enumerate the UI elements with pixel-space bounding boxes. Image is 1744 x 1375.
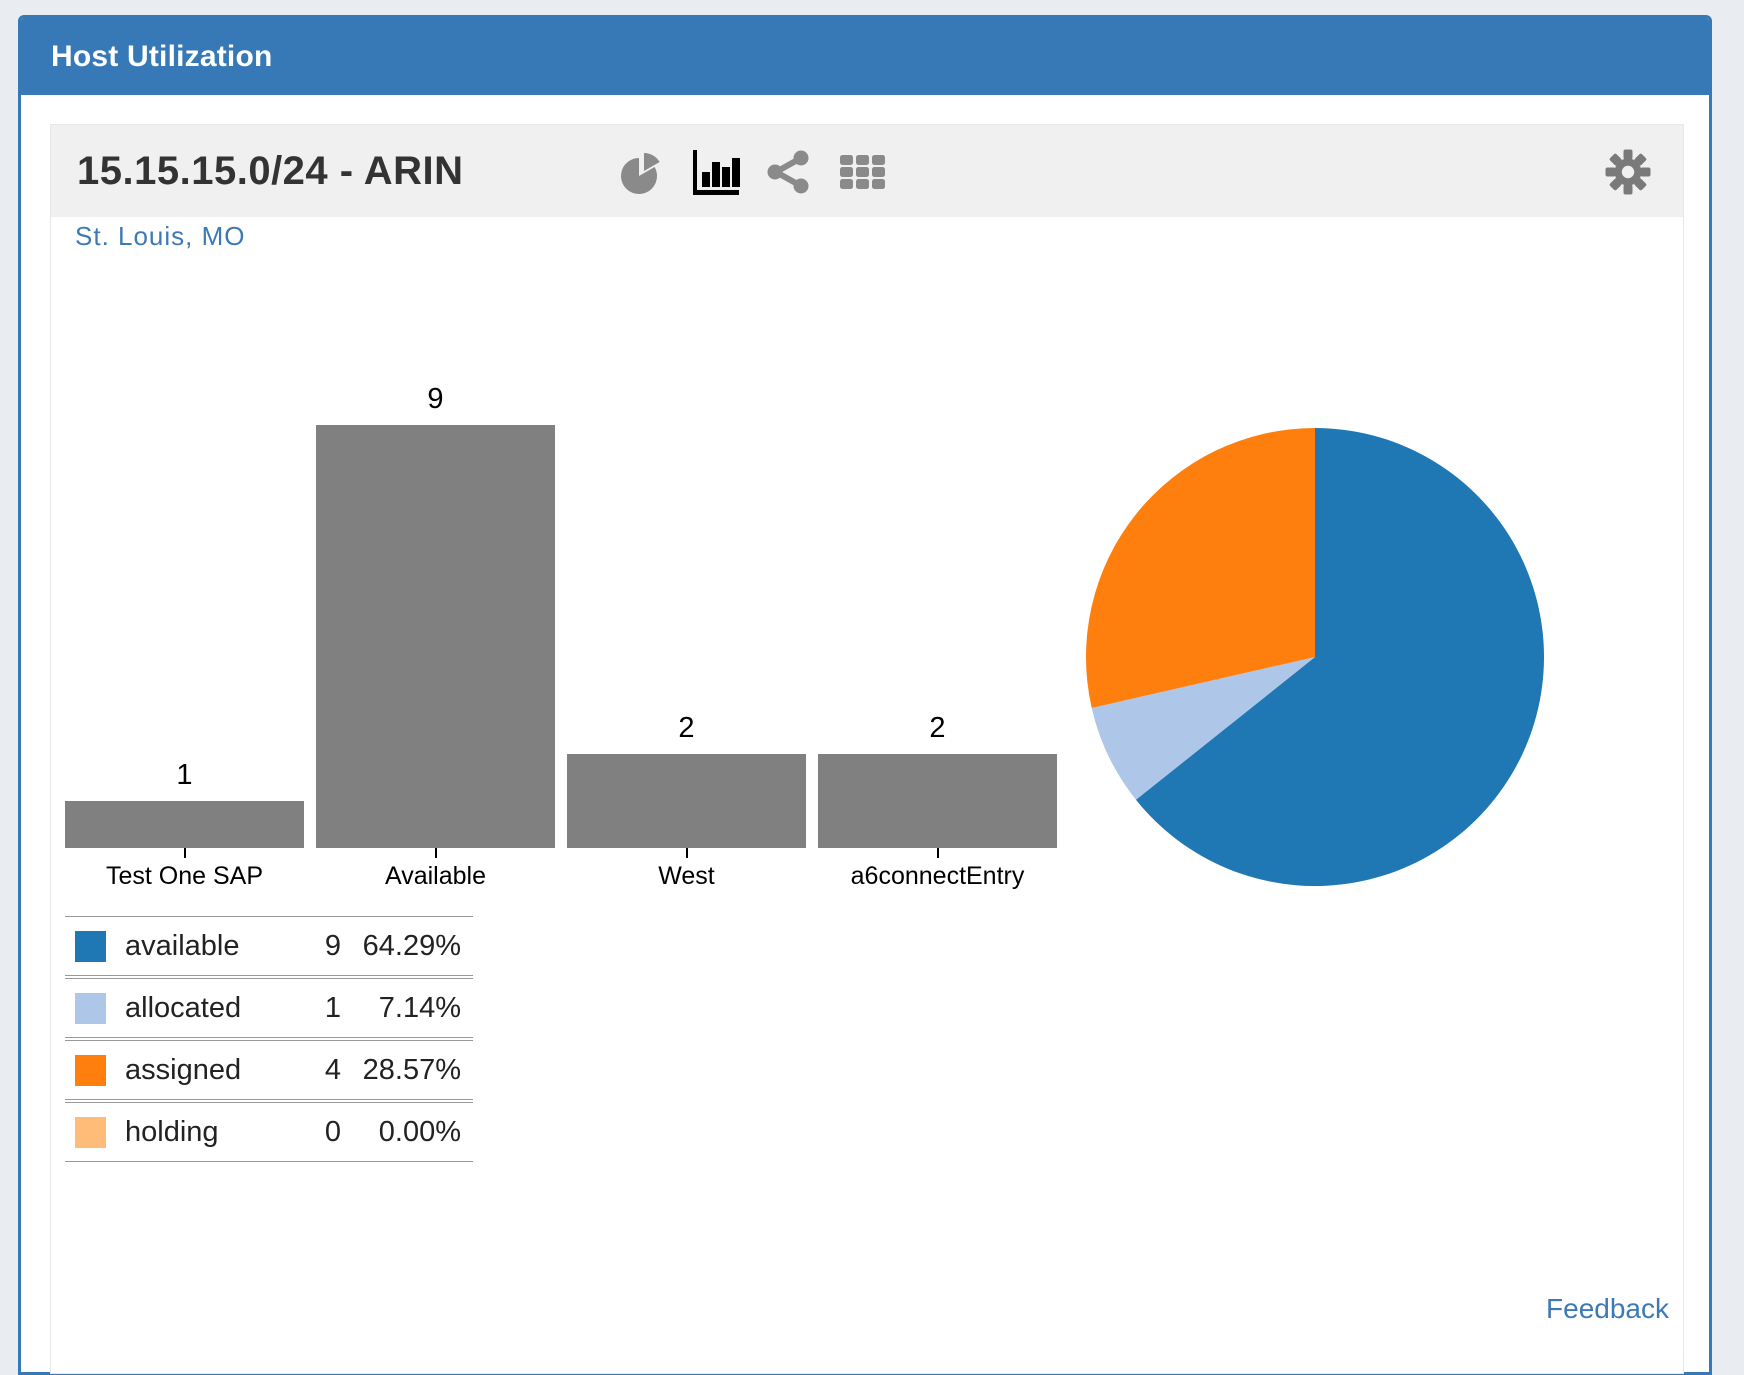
available-swatch xyxy=(75,930,106,962)
legend-row-assigned: assigned 4 28.57% xyxy=(65,1040,473,1100)
legend-count: 0 xyxy=(324,1115,341,1148)
pie-chart-icon[interactable] xyxy=(617,148,665,196)
feedback-link[interactable]: Feedback xyxy=(1546,1293,1669,1324)
legend-label: allocated xyxy=(125,991,242,1024)
legend-label: holding xyxy=(125,1115,219,1148)
chart-view-toolbar xyxy=(617,148,887,196)
bar-Available xyxy=(316,425,555,848)
legend-row-available: available 9 64.29% xyxy=(65,916,473,976)
bar-chart-icon[interactable] xyxy=(691,148,740,196)
legend-label: assigned xyxy=(125,1053,242,1086)
bar-value-label: 2 xyxy=(678,712,695,744)
x-axis-label: a6connectEntry xyxy=(850,862,1025,890)
location-link[interactable]: St. Louis, MO xyxy=(75,221,246,251)
utilization-widget: 15.15.15.0/24 - ARIN xyxy=(50,124,1684,1374)
x-axis-tick xyxy=(685,848,688,858)
pie-slice-allocated xyxy=(1091,657,1315,800)
host-utilization-panel: Host Utilization 15.15.15.0/24 - ARIN xyxy=(18,15,1712,1375)
widget-title: 15.15.15.0/24 - ARIN xyxy=(77,149,464,193)
bar-Test One SAP xyxy=(65,801,304,848)
x-axis-tick xyxy=(434,848,437,858)
bar-value-label: 2 xyxy=(929,712,946,744)
gear-icon[interactable] xyxy=(1605,149,1651,195)
holding-swatch xyxy=(75,1116,106,1148)
legend-row-allocated: allocated 1 7.14% xyxy=(65,978,473,1038)
x-axis-label: Test One SAP xyxy=(105,862,264,890)
legend-percent: 28.57% xyxy=(362,1053,461,1086)
x-axis-tick xyxy=(183,848,186,858)
legend-count: 9 xyxy=(324,929,341,962)
legend-percent: 64.29% xyxy=(362,929,461,962)
pie-slice-assigned xyxy=(1085,428,1315,708)
legend-label: available xyxy=(125,929,240,962)
share-icon[interactable] xyxy=(765,148,813,196)
legend-count: 4 xyxy=(324,1053,341,1086)
legend-row-holding: holding 0 0.00% xyxy=(65,1102,473,1162)
bar-West xyxy=(567,754,806,848)
x-axis-tick xyxy=(936,848,939,858)
bar-a6connectEntry xyxy=(818,754,1057,848)
bar-value-label: 1 xyxy=(176,759,193,791)
bar-value-label: 9 xyxy=(427,383,444,415)
pie-slice-available xyxy=(1135,428,1544,886)
panel-header: Host Utilization xyxy=(21,18,1709,95)
host-pie-chart xyxy=(1085,428,1544,886)
x-axis-label: West xyxy=(658,862,715,890)
legend-percent: 0.00% xyxy=(378,1115,461,1148)
widget-header: 15.15.15.0/24 - ARIN xyxy=(51,125,1683,217)
panel-title: Host Utilization xyxy=(51,39,273,73)
utilization-legend-table: available 9 64.29% allocated 1 7.14% ass… xyxy=(65,916,473,1162)
legend-percent: 7.14% xyxy=(378,991,461,1024)
x-axis-label: Available xyxy=(384,862,486,890)
grid-icon[interactable] xyxy=(839,148,887,196)
allocated-swatch xyxy=(75,992,106,1024)
assigned-swatch xyxy=(75,1054,106,1086)
legend-count: 1 xyxy=(324,991,341,1024)
